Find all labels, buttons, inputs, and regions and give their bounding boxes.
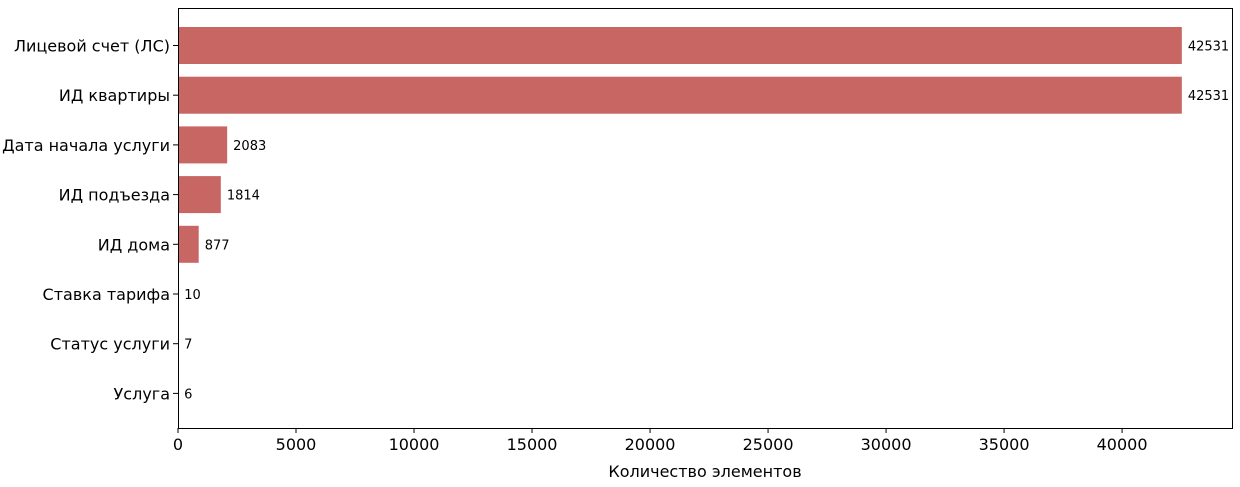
bar-value-label: 877 <box>205 238 230 253</box>
bars-group <box>178 27 1182 412</box>
bar-value-label: 7 <box>184 338 192 353</box>
bar-value-label: 42531 <box>1188 89 1229 104</box>
bar <box>178 27 1182 64</box>
x-axis: 0 5000 10000 15000 20000 25000 30000 35000 40000 <box>173 428 1148 454</box>
y-tick-label: Ставка тарифа <box>43 285 170 304</box>
bar <box>178 225 199 263</box>
x-tick-label: 0 <box>173 435 183 454</box>
bar-value-label: 42531 <box>1188 40 1229 55</box>
x-axis-title: Количество элементов <box>608 462 801 481</box>
y-tick-label: Услуга <box>114 384 170 403</box>
bar <box>178 76 1182 114</box>
y-tick-label: Дата начала услуги <box>2 136 170 155</box>
y-tick-label: ИД квартиры <box>59 86 170 105</box>
bar <box>178 176 221 214</box>
x-tick-label: 35000 <box>979 435 1030 454</box>
x-tick-label: 40000 <box>1097 435 1148 454</box>
value-labels-group: 42531 42531 2083 1814 877 10 7 6 <box>184 40 1229 403</box>
x-tick-label: 20000 <box>625 435 676 454</box>
bar-value-label: 1814 <box>227 189 260 204</box>
x-tick-label: 30000 <box>861 435 912 454</box>
bar-value-label: 10 <box>184 288 201 303</box>
bar <box>178 126 228 164</box>
y-tick-label: Лицевой счет (ЛС) <box>14 37 170 56</box>
x-tick-label: 25000 <box>743 435 794 454</box>
y-tick-label: ИД дома <box>98 235 170 254</box>
bar-value-label: 2083 <box>233 139 266 154</box>
plot-frame <box>178 8 1233 429</box>
x-tick-label: 15000 <box>507 435 558 454</box>
y-tick-label: Статус услуги <box>50 335 170 354</box>
x-tick-label: 5000 <box>276 435 317 454</box>
bar-value-label: 6 <box>184 387 192 402</box>
y-tick-label: ИД подъезда <box>59 186 170 205</box>
x-tick-label: 10000 <box>389 435 440 454</box>
y-axis: Лицевой счет (ЛС) ИД квартиры Дата начала … <box>2 37 178 403</box>
